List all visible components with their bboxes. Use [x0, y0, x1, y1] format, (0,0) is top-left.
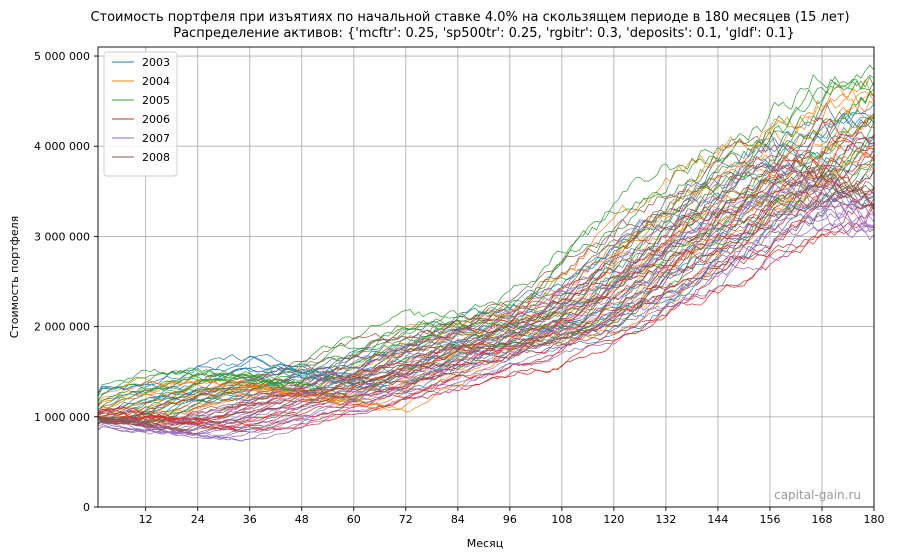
series-2008-line	[97, 167, 875, 429]
legend-box	[103, 51, 178, 177]
x-tick-label: 48	[295, 513, 309, 526]
series-2004-line	[97, 167, 875, 424]
series-2008-line	[97, 173, 875, 428]
legend-entry-label: 2003	[142, 56, 170, 69]
series-2005	[97, 64, 875, 426]
series-2004-line	[97, 83, 875, 405]
series-2003-line	[97, 103, 875, 402]
series-2007-line	[97, 174, 875, 435]
axis-ticks: 12 24 36 48 60 72 84 96 108 120 132 144 156 168 180 0 1 …	[34, 50, 884, 526]
legend: 2003 2004 2005 2006 2007 2008	[103, 51, 178, 177]
x-tick-label: 156	[759, 513, 780, 526]
y-tick-label: 1 000 000	[34, 411, 90, 424]
chart-title: Стоимость портфеля при изъятиях по начал…	[90, 10, 849, 25]
legend-entry-label: 2007	[142, 132, 170, 145]
series-2008-line	[97, 151, 875, 425]
x-tick-label: 120	[603, 513, 624, 526]
x-tick-label: 180	[864, 513, 885, 526]
x-tick-label: 60	[347, 513, 361, 526]
series-lines	[97, 64, 875, 442]
x-tick-label: 168	[811, 513, 832, 526]
y-axis-label: Стоимость портфеля	[8, 216, 21, 339]
series-2008	[97, 131, 875, 435]
series-2006	[97, 117, 875, 433]
legend-entry-label: 2006	[142, 113, 170, 126]
series-2008-line	[97, 131, 875, 425]
legend-entry-label: 2004	[142, 75, 170, 88]
series-2006-line	[97, 141, 875, 425]
x-tick-label: 84	[451, 513, 465, 526]
series-2007-line	[97, 192, 875, 440]
series-2004-line	[97, 160, 875, 425]
series-2004	[97, 79, 875, 425]
series-2007-line	[97, 191, 875, 442]
series-2003-line	[97, 111, 875, 397]
series-2007-line	[97, 148, 875, 433]
series-2006-line	[97, 118, 875, 423]
x-tick-label: 96	[503, 513, 517, 526]
x-tick-label: 108	[551, 513, 572, 526]
series-2003-line	[97, 118, 875, 411]
series-2007-line	[97, 200, 875, 439]
x-tick-label: 132	[655, 513, 676, 526]
y-tick-label: 3 000 000	[34, 230, 90, 243]
series-2008-line	[97, 143, 875, 426]
plot-frame	[97, 46, 875, 508]
series-2003-line	[97, 138, 875, 415]
x-tick-label: 24	[191, 513, 205, 526]
series-2007-line	[97, 176, 874, 433]
series-2005-line	[97, 64, 875, 394]
x-tick-label: 72	[399, 513, 413, 526]
x-tick-label: 36	[243, 513, 257, 526]
series-2008-line	[97, 145, 875, 424]
x-tick-label: 144	[707, 513, 728, 526]
series-2008-line	[97, 165, 875, 426]
series-2003-line	[97, 162, 875, 425]
grid	[98, 47, 875, 508]
series-2008-line	[97, 165, 875, 431]
y-tick-label: 4 000 000	[34, 140, 90, 153]
watermark-text: capital-gain.ru	[774, 488, 861, 502]
series-2004-line	[97, 114, 875, 418]
y-tick-label: 0	[83, 501, 90, 514]
series-2008-line	[97, 182, 875, 435]
series-2008-line	[97, 181, 875, 432]
chart-subtitle: Распределение активов: {'mcftr': 0.25, '…	[173, 26, 794, 41]
x-tick-label: 12	[139, 513, 153, 526]
x-axis-label: Месяц	[467, 537, 503, 550]
legend-entry-label: 2008	[142, 151, 170, 164]
legend-entry-label: 2005	[142, 94, 170, 107]
series-2008-line	[97, 189, 875, 431]
y-tick-label: 2 000 000	[34, 321, 90, 334]
y-tick-label: 5 000 000	[34, 50, 90, 63]
series-2006-line	[97, 188, 875, 430]
series-2008-line	[97, 157, 875, 425]
